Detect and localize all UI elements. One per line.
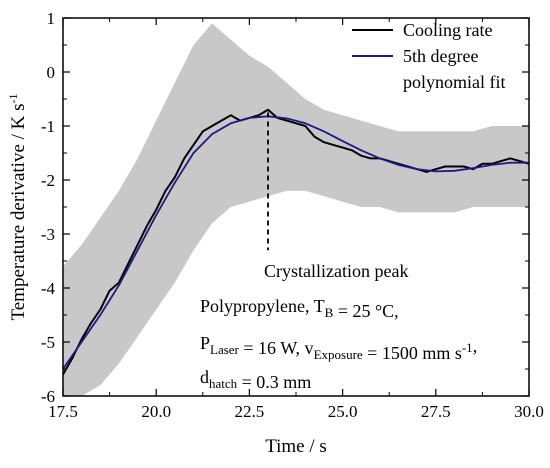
y-tick-label: -6: [41, 387, 55, 406]
conditions-line: dhatch = 0.3 mm: [200, 367, 311, 392]
x-tick-label: 20.0: [141, 402, 171, 421]
y-axis-title: Temperature derivative / K s-1: [6, 93, 29, 320]
y-tick-label: -4: [41, 279, 56, 298]
conditions-line: Polypropylene, TB = 25 °C,: [200, 296, 399, 321]
conditions-text: = 0.3 mm: [237, 372, 311, 392]
conditions-line: PLaser = 16 W, vExposure = 1500 mm s-1,: [200, 333, 477, 363]
subscript: Laser: [210, 342, 240, 357]
y-tick-label: -1: [41, 117, 55, 136]
noise-band: [63, 23, 529, 396]
annotations: Crystallization peak Polypropylene, TB = …: [200, 112, 477, 392]
conditions-text: P: [200, 333, 210, 353]
y-tick-label: 1: [47, 9, 56, 28]
plot-area: [63, 23, 529, 396]
subscript: hatch: [209, 376, 238, 391]
superscript: -1: [462, 340, 473, 355]
conditions-text: = 16 W, v: [239, 338, 314, 358]
series-line-polynomial-fit: [63, 115, 529, 370]
subscript: B: [325, 305, 334, 320]
x-tick-label: 22.5: [235, 402, 265, 421]
y-tick-label: -2: [41, 171, 55, 190]
x-tick-label: 25.0: [328, 402, 358, 421]
conditions-text: = 1500 mm s: [363, 343, 462, 363]
peak-label: Crystallization peak: [264, 261, 408, 281]
y-axis-title-exponent: -1: [6, 93, 20, 103]
conditions-text: Polypropylene, T: [200, 296, 325, 316]
legend-label: 5th degree: [403, 46, 478, 66]
legend: Cooling rate 5th degree polynomial fit: [352, 20, 506, 92]
legend-label: Cooling rate: [403, 20, 492, 40]
y-tick-label: 0: [47, 63, 56, 82]
x-tick-label: 30.0: [514, 402, 544, 421]
axis-ticks: 17.5 20.0 22.5 25.0 27.5 30.0 -6 -5 -4 -3 -2 -1 0 1: [41, 9, 544, 421]
x-axis-title: Time / s: [265, 436, 327, 457]
x-tick-label: 27.5: [421, 402, 451, 421]
subscript: Exposure: [314, 347, 363, 362]
y-axis-title-text: Temperature derivative / K s: [8, 103, 29, 320]
y-tick-label: -3: [41, 225, 55, 244]
y-tick-label: -5: [41, 333, 55, 352]
x-tick-label: 17.5: [48, 402, 78, 421]
legend-label: polynomial fit: [403, 72, 506, 92]
conditions-text: ,: [473, 336, 478, 356]
series-line-cooling-rate: [63, 108, 529, 375]
conditions-text: d: [200, 367, 209, 387]
conditions-text: = 25 °C,: [333, 301, 398, 321]
